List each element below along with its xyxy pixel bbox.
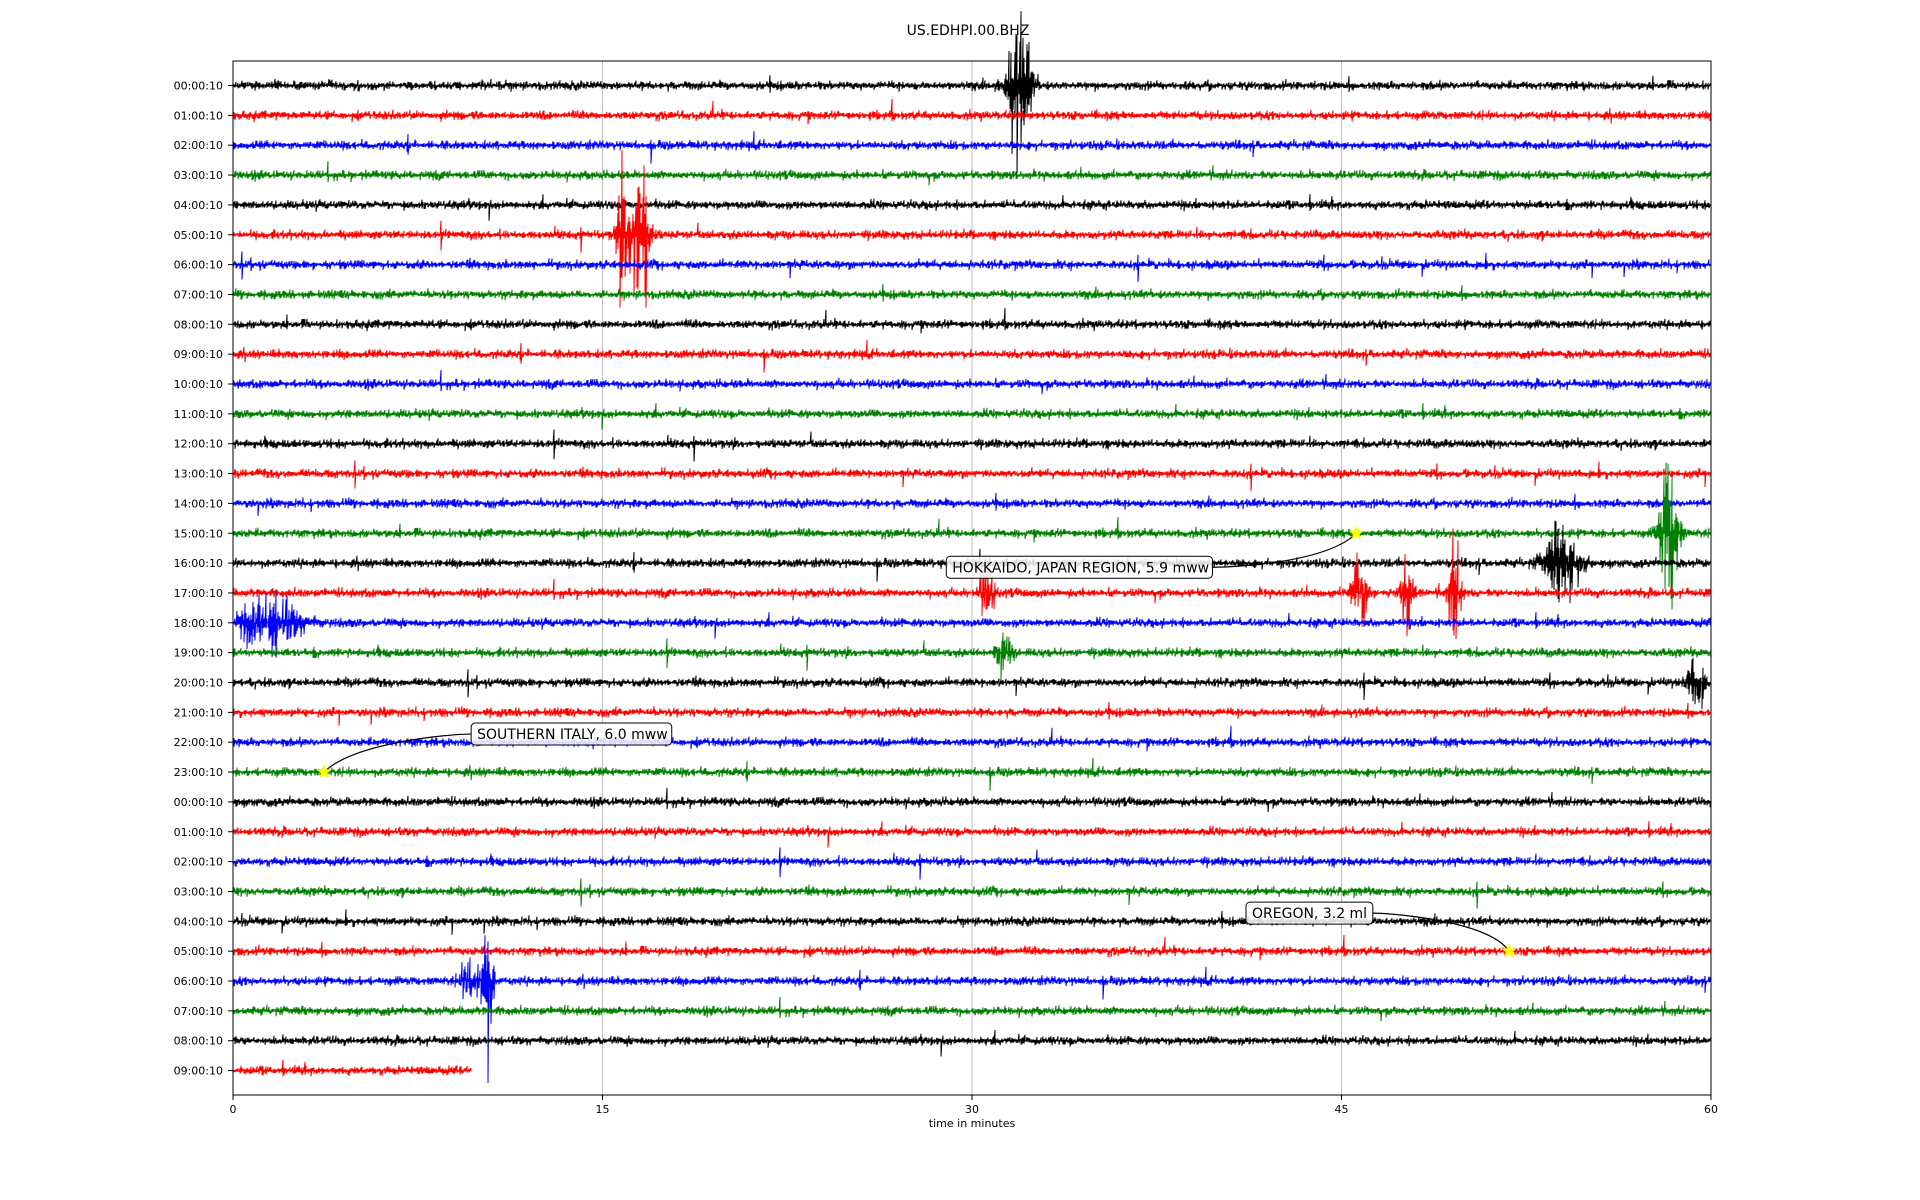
row-label-13: 13:00:10 (174, 468, 223, 481)
row-label-33: 09:00:10 (174, 1065, 223, 1078)
trace-row-9 (232, 339, 1712, 373)
trace-row-14 (232, 492, 1712, 516)
row-label-6: 06:00:10 (174, 259, 223, 272)
annotation-label: SOUTHERN ITALY, 6.0 mww (477, 727, 668, 743)
x-tick-label-30: 30 (965, 1103, 979, 1116)
trace-row-28 (232, 909, 1712, 935)
trace-row-18 (232, 591, 1712, 658)
earthquake-annotation-1: SOUTHERN ITALY, 6.0 mww (316, 722, 673, 779)
row-label-18: 18:00:10 (174, 617, 223, 630)
row-label-7: 07:00:10 (174, 288, 223, 301)
x-tick-label-45: 45 (1335, 1103, 1349, 1116)
earthquake-star-icon (316, 763, 332, 779)
row-label-30: 06:00:10 (174, 975, 223, 988)
row-label-19: 19:00:10 (174, 647, 223, 660)
x-axis-label: time in minutes (929, 1117, 1016, 1130)
earthquake-star-icon (1501, 942, 1517, 958)
trace-row-5 (232, 150, 1712, 308)
annotation-layer: HOKKAIDO, JAPAN REGION, 5.9 mww SOUTHERN … (316, 525, 1517, 958)
trace-row-25 (232, 820, 1712, 848)
row-label-layer: 00:00:10 01:00:10 02:00:10 03:00:10 04:00:10… (174, 80, 233, 1078)
trace-row-32 (232, 1029, 1712, 1057)
annotation-label: OREGON, 3.2 ml (1252, 906, 1367, 922)
trace-row-29 (232, 934, 1712, 961)
row-label-21: 21:00:10 (174, 706, 223, 719)
trace-row-15 (232, 462, 1712, 610)
chart-title: US.EDHPI.00.BHZ (907, 23, 1030, 39)
row-label-17: 17:00:10 (174, 587, 223, 600)
annotation-connector (1212, 532, 1357, 568)
trace-row-13 (232, 460, 1712, 491)
trace-row-33 (232, 1059, 472, 1077)
row-label-25: 01:00:10 (174, 826, 223, 839)
x-tick-label-15: 15 (596, 1103, 610, 1116)
trace-row-31 (232, 996, 1712, 1022)
row-label-4: 04:00:10 (174, 199, 223, 212)
row-label-23: 23:00:10 (174, 766, 223, 779)
trace-row-30 (232, 935, 1712, 1083)
trace-row-0 (232, 11, 1712, 179)
trace-row-20 (232, 657, 1712, 710)
trace-row-8 (232, 307, 1712, 334)
trace-row-1 (232, 99, 1712, 125)
row-label-15: 15:00:10 (174, 527, 223, 540)
trace-row-2 (232, 131, 1712, 164)
row-label-26: 02:00:10 (174, 856, 223, 869)
trace-row-27 (232, 878, 1712, 909)
row-label-3: 03:00:10 (174, 169, 223, 182)
trace-row-12 (232, 429, 1712, 462)
row-label-14: 14:00:10 (174, 497, 223, 510)
trace-row-21 (232, 700, 1712, 726)
row-label-0: 00:00:10 (174, 80, 223, 93)
row-label-12: 12:00:10 (174, 438, 223, 451)
x-tick-label-60: 60 (1704, 1103, 1718, 1116)
row-label-10: 10:00:10 (174, 378, 223, 391)
annotation-box (1245, 901, 1374, 925)
x-axis: 0 15 30 45 60 (230, 1095, 1718, 1116)
trace-row-11 (232, 403, 1712, 430)
row-label-8: 08:00:10 (174, 318, 223, 331)
trace-row-3 (232, 161, 1712, 186)
earthquake-annotation-0: HOKKAIDO, JAPAN REGION, 5.9 mww (945, 525, 1365, 579)
trace-row-19 (232, 632, 1712, 680)
row-label-2: 02:00:10 (174, 139, 223, 152)
annotation-label: HOKKAIDO, JAPAN REGION, 5.9 mww (952, 560, 1209, 576)
row-label-1: 01:00:10 (174, 109, 223, 122)
row-label-27: 03:00:10 (174, 885, 223, 898)
row-label-16: 16:00:10 (174, 557, 223, 570)
trace-row-10 (232, 369, 1712, 395)
annotation-box (945, 555, 1213, 579)
trace-row-26 (232, 847, 1712, 880)
row-label-31: 07:00:10 (174, 1005, 223, 1018)
trace-row-17 (232, 528, 1712, 640)
annotation-box (470, 722, 673, 746)
trace-row-4 (232, 194, 1712, 221)
row-label-22: 22:00:10 (174, 736, 223, 749)
annotation-connector (323, 733, 472, 773)
trace-row-24 (232, 787, 1712, 813)
row-label-5: 05:00:10 (174, 229, 223, 242)
row-label-11: 11:00:10 (174, 408, 223, 421)
trace-row-23 (232, 757, 1712, 791)
row-label-20: 20:00:10 (174, 677, 223, 690)
row-label-32: 08:00:10 (174, 1035, 223, 1048)
trace-row-6 (232, 251, 1712, 282)
trace-row-7 (232, 284, 1712, 302)
earthquake-annotation-2: OREGON, 3.2 ml (1245, 901, 1517, 958)
trace-layer (232, 11, 1712, 1083)
row-label-28: 04:00:10 (174, 915, 223, 928)
row-label-24: 00:00:10 (174, 796, 223, 809)
annotation-connector (1372, 912, 1510, 952)
x-tick-label-0: 0 (230, 1103, 237, 1116)
earthquake-star-icon (1348, 525, 1365, 540)
row-label-29: 05:00:10 (174, 945, 223, 958)
row-label-9: 09:00:10 (174, 348, 223, 361)
